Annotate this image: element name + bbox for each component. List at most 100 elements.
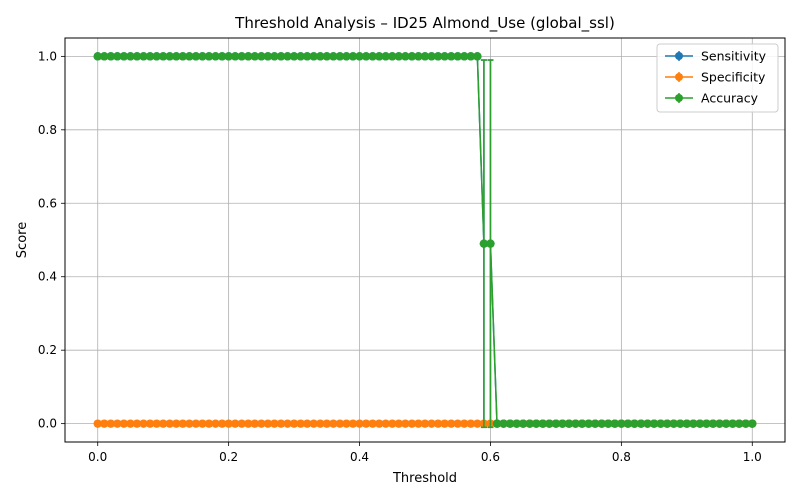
data-point-accuracy: [433, 52, 443, 61]
data-point-accuracy: [473, 52, 482, 61]
data-point-accuracy: [656, 419, 665, 428]
data-point-accuracy: [630, 419, 639, 428]
data-point-accuracy: [217, 52, 227, 61]
data-point-accuracy: [119, 52, 129, 61]
data-point-accuracy: [178, 52, 188, 61]
data-point-specificity: [388, 419, 397, 428]
data-point-accuracy: [734, 419, 744, 428]
legend-label-sensitivity: Sensitivity: [701, 49, 767, 64]
data-point-accuracy: [244, 52, 253, 61]
data-point-specificity: [342, 419, 351, 428]
x-tick-label: 0.6: [481, 450, 500, 464]
data-point-specificity: [204, 419, 214, 428]
legend: Sensitivity Specificity Accuracy: [656, 43, 779, 113]
data-point-accuracy: [695, 419, 705, 428]
data-point-specificity: [283, 419, 292, 428]
data-point-accuracy: [132, 52, 142, 61]
data-point-accuracy: [204, 52, 214, 61]
data-point-accuracy: [394, 52, 404, 61]
data-point-accuracy: [623, 419, 633, 428]
y-tick-label: 1.0: [38, 49, 57, 63]
data-point-specificity: [335, 419, 345, 428]
data-point-accuracy: [590, 419, 600, 428]
x-axis-title: Threshold: [392, 471, 457, 486]
data-point-accuracy: [505, 419, 515, 428]
data-point-specificity: [473, 419, 482, 428]
data-point-accuracy: [296, 52, 305, 61]
data-point-accuracy: [748, 419, 757, 428]
data-point-accuracy: [289, 52, 299, 61]
data-point-accuracy: [93, 52, 102, 61]
data-point-accuracy: [466, 52, 476, 61]
data-point-specificity: [466, 419, 476, 428]
data-point-specificity: [185, 419, 194, 428]
x-tick-label: 0.4: [350, 450, 369, 464]
data-point-specificity: [394, 419, 404, 428]
x-ticks: 0.0 0.2 0.4 0.6 0.8 1.0: [88, 442, 762, 464]
data-point-specificity: [263, 419, 273, 428]
data-point-accuracy: [643, 419, 652, 428]
data-point-accuracy: [420, 52, 430, 61]
data-point-specificity: [296, 419, 305, 428]
data-point-accuracy: [152, 52, 161, 61]
data-point-specificity: [276, 419, 286, 428]
data-point-accuracy: [499, 419, 508, 428]
data-point-accuracy: [545, 419, 554, 428]
data-point-specificity: [217, 419, 227, 428]
data-point-specificity: [119, 419, 129, 428]
data-point-accuracy: [250, 52, 260, 61]
legend-marker-sensitivity: [675, 52, 683, 60]
data-point-specificity: [361, 419, 371, 428]
data-point-accuracy: [682, 419, 692, 428]
data-point-accuracy: [597, 419, 606, 428]
data-point-specificity: [250, 419, 260, 428]
y-tick-label: 0.2: [38, 343, 57, 357]
data-point-specificity: [172, 419, 181, 428]
data-point-specificity: [165, 419, 174, 428]
data-point-accuracy: [388, 52, 397, 61]
data-point-accuracy: [532, 419, 541, 428]
data-point-specificity: [230, 419, 240, 428]
data-point-accuracy: [610, 419, 620, 428]
data-point-accuracy: [185, 52, 194, 61]
data-point-accuracy: [100, 52, 109, 61]
data-point-specificity: [348, 419, 358, 428]
y-ticks: 0.0 0.2 0.4 0.6 0.8 1.0: [38, 49, 65, 431]
data-point-specificity: [401, 419, 410, 428]
data-point-specificity: [302, 419, 312, 428]
plot-frame: [64, 37, 786, 443]
data-point-accuracy: [571, 419, 580, 428]
data-point-specificity: [329, 419, 338, 428]
data-point-specificity: [113, 419, 122, 428]
x-tick-label: 0.0: [88, 450, 107, 464]
data-point-accuracy: [577, 419, 587, 428]
data-point-accuracy: [322, 52, 332, 61]
data-point-accuracy: [564, 419, 574, 428]
data-point-specificity: [427, 419, 436, 428]
data-point-accuracy: [525, 419, 534, 428]
legend-item-accuracy: Accuracy: [665, 91, 759, 106]
data-point-accuracy: [106, 52, 116, 61]
data-point-specificity: [309, 419, 318, 428]
data-point-specificity: [407, 419, 417, 428]
x-tick-label: 0.8: [612, 450, 631, 464]
data-point-specificity: [132, 419, 142, 428]
data-point-specificity: [100, 419, 109, 428]
data-point-accuracy: [316, 52, 325, 61]
data-point-specificity: [446, 419, 456, 428]
data-point-accuracy: [741, 419, 750, 428]
data-point-accuracy: [518, 419, 528, 428]
data-point-accuracy: [335, 52, 345, 61]
data-point-accuracy: [689, 419, 698, 428]
data-point-accuracy: [270, 52, 279, 61]
y-tick-label: 0.8: [38, 123, 57, 137]
data-point-specificity: [158, 419, 168, 428]
data-point-accuracy: [172, 52, 181, 61]
y-tick-label: 0.0: [38, 417, 57, 431]
data-point-accuracy: [230, 52, 240, 61]
data-point-specificity: [178, 419, 188, 428]
data-point-specificity: [145, 419, 155, 428]
data-point-specificity: [211, 419, 220, 428]
data-point-accuracy: [211, 52, 220, 61]
data-point-accuracy: [283, 52, 292, 61]
